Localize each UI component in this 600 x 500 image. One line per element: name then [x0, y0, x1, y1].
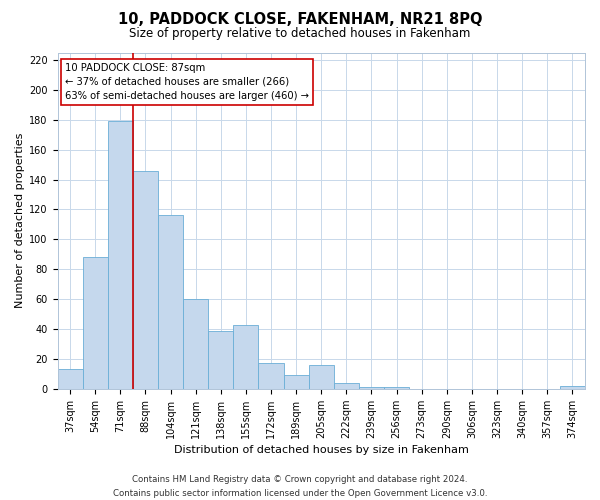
- Text: Size of property relative to detached houses in Fakenham: Size of property relative to detached ho…: [130, 28, 470, 40]
- Bar: [560, 386, 585, 389]
- Bar: [334, 383, 359, 389]
- Text: 10, PADDOCK CLOSE, FAKENHAM, NR21 8PQ: 10, PADDOCK CLOSE, FAKENHAM, NR21 8PQ: [118, 12, 482, 28]
- Bar: [359, 388, 384, 389]
- Bar: [83, 258, 108, 389]
- Bar: [183, 299, 208, 389]
- Bar: [158, 216, 183, 389]
- Bar: [58, 370, 83, 389]
- Bar: [208, 330, 233, 389]
- Bar: [133, 170, 158, 389]
- Y-axis label: Number of detached properties: Number of detached properties: [15, 133, 25, 308]
- Text: Contains HM Land Registry data © Crown copyright and database right 2024.
Contai: Contains HM Land Registry data © Crown c…: [113, 476, 487, 498]
- Bar: [108, 122, 133, 389]
- Bar: [284, 376, 308, 389]
- Bar: [259, 364, 284, 389]
- Text: 10 PADDOCK CLOSE: 87sqm
← 37% of detached houses are smaller (266)
63% of semi-d: 10 PADDOCK CLOSE: 87sqm ← 37% of detache…: [65, 63, 309, 101]
- X-axis label: Distribution of detached houses by size in Fakenham: Distribution of detached houses by size …: [174, 445, 469, 455]
- Bar: [384, 388, 409, 389]
- Bar: [308, 365, 334, 389]
- Bar: [233, 324, 259, 389]
